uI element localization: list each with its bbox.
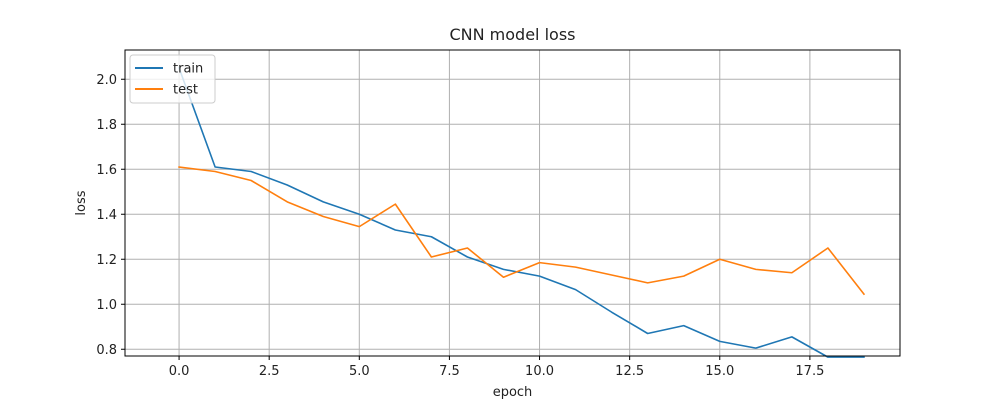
x-tick-label: 7.5: [439, 364, 460, 379]
x-tick-label: 15.0: [705, 364, 734, 379]
series-line-train: [178, 66, 865, 358]
tick-layer: 0.0 2.5 5.0 7.5 10.0 12.5 15.0 17.5 0.8 1.0 1.2 1.4…: [96, 73, 824, 379]
x-tick-label: 2.5: [259, 364, 280, 379]
y-tick-label: 2.0: [96, 73, 117, 88]
y-tick-label: 1.2: [96, 253, 117, 268]
chart-title: CNN model loss: [449, 25, 575, 44]
legend-label-test: test: [173, 83, 198, 98]
y-tick-label: 1.6: [96, 163, 117, 178]
grid-layer: [125, 50, 900, 356]
x-tick-label: 0.0: [169, 364, 190, 379]
x-tick-label: 5.0: [349, 364, 370, 379]
x-tick-label: 10.0: [525, 364, 554, 379]
y-tick-label: 1.4: [96, 208, 117, 223]
y-tick-label: 0.8: [96, 343, 117, 358]
y-axis-label: loss: [74, 190, 89, 215]
x-tick-label: 12.5: [615, 364, 644, 379]
x-axis-label: epoch: [493, 385, 533, 400]
series-layer: [178, 66, 866, 358]
legend: train test: [129, 54, 216, 104]
plot-frame: [124, 49, 901, 357]
y-tick-label: 1.0: [96, 298, 117, 313]
y-tick-label: 1.8: [96, 118, 117, 133]
series-line-test: [178, 166, 866, 296]
x-tick-label: 17.5: [795, 364, 824, 379]
legend-label-train: train: [173, 62, 203, 77]
